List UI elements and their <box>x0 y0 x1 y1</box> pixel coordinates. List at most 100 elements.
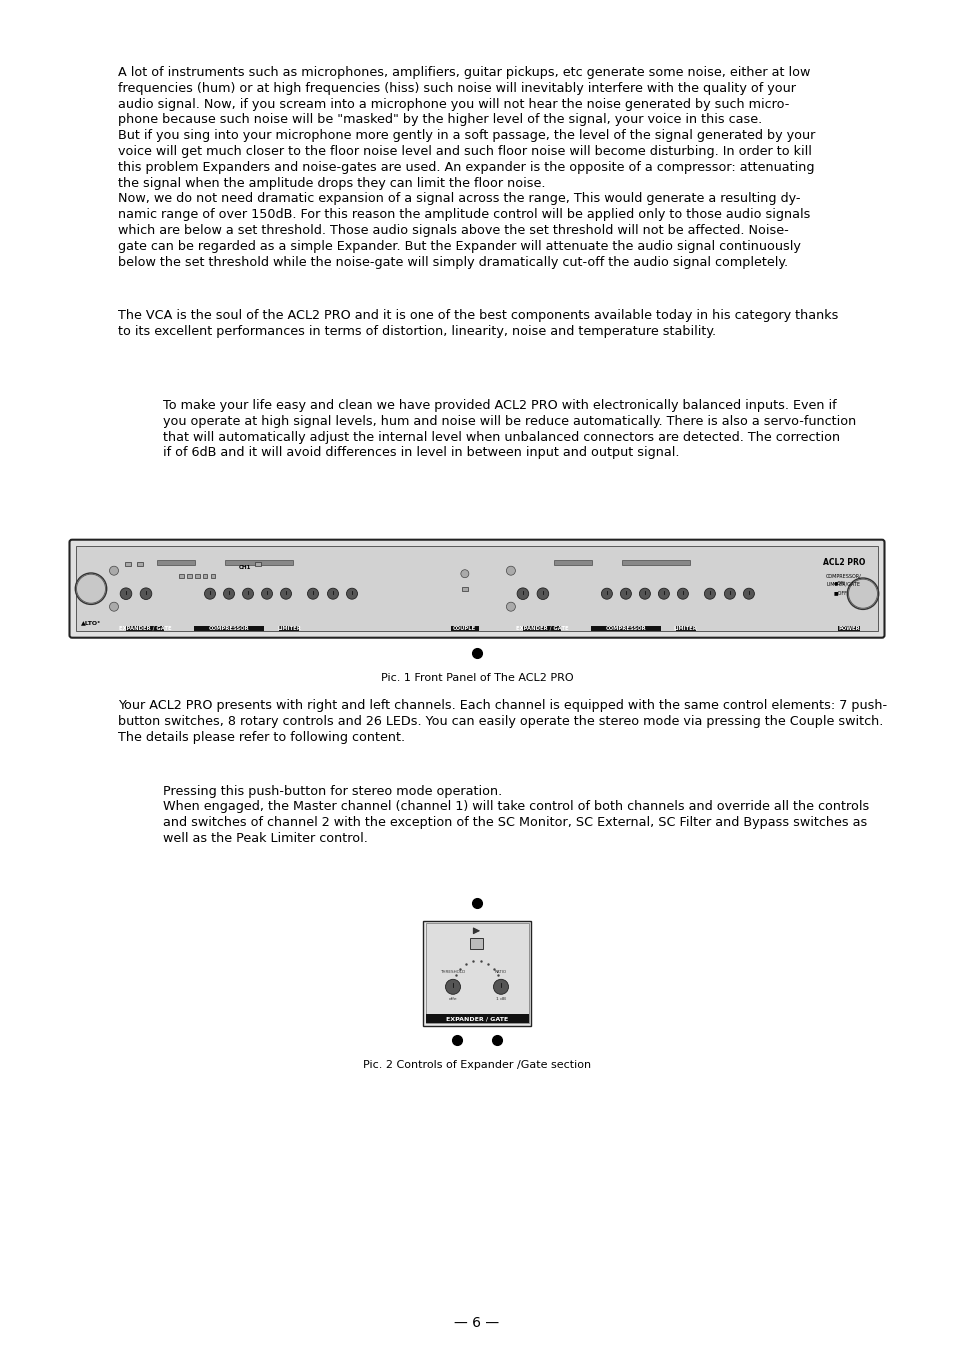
Circle shape <box>517 588 528 600</box>
Bar <box>425 923 528 1023</box>
Bar <box>621 561 689 565</box>
Text: ▲LTO°: ▲LTO° <box>81 620 101 626</box>
Circle shape <box>703 588 715 600</box>
Circle shape <box>658 588 669 600</box>
Text: — 6 —: — 6 — <box>454 1316 499 1329</box>
Circle shape <box>140 588 152 600</box>
Text: COUPLE: COUPLE <box>453 626 476 631</box>
Bar <box>461 586 467 590</box>
Text: CH1: CH1 <box>238 565 251 570</box>
Bar <box>425 1013 528 1023</box>
Text: Pressing this push-button for stereo mode operation.: Pressing this push-button for stereo mod… <box>163 785 501 797</box>
Circle shape <box>677 588 688 600</box>
Bar <box>422 921 531 1025</box>
Text: Now, we do not need dramatic expansion of a signal across the range, This would : Now, we do not need dramatic expansion o… <box>118 192 800 205</box>
Text: phone because such noise will be "masked" by the higher level of the signal, you: phone because such noise will be "masked… <box>118 113 761 127</box>
Bar <box>470 938 483 948</box>
Circle shape <box>506 603 515 611</box>
Text: When engaged, the Master channel (channel 1) will take control of both channels : When engaged, the Master channel (channe… <box>163 800 868 813</box>
Text: which are below a set threshold. Those audio signals above the set threshold wil: which are below a set threshold. Those a… <box>118 224 788 236</box>
Text: COMPRESSOR: COMPRESSOR <box>209 626 249 631</box>
Text: you operate at high signal levels, hum and noise will be reduce automatically. T: you operate at high signal levels, hum a… <box>163 415 856 428</box>
Circle shape <box>619 588 631 600</box>
Text: To make your life easy and clean we have provided ACL2 PRO with electronically b: To make your life easy and clean we have… <box>163 399 836 412</box>
Text: namic range of over 150dB. For this reason the amplitude control will be applied: namic range of over 150dB. For this reas… <box>118 208 809 222</box>
Text: button switches, 8 rotary controls and 26 LEDs. You can easily operate the stere: button switches, 8 rotary controls and 2… <box>118 715 882 728</box>
Text: well as the Peak Limiter control.: well as the Peak Limiter control. <box>163 832 368 844</box>
Text: ACL2 PRO: ACL2 PRO <box>821 558 864 566</box>
Circle shape <box>110 566 118 576</box>
Circle shape <box>506 566 515 576</box>
Text: EXPANDER / GATE: EXPANDER / GATE <box>118 626 172 631</box>
Bar <box>125 562 131 566</box>
Bar <box>590 626 660 631</box>
Text: EXPANDER / GATE: EXPANDER / GATE <box>515 626 568 631</box>
Text: Pic. 1 Front Panel of The ACL2 PRO: Pic. 1 Front Panel of The ACL2 PRO <box>380 673 573 684</box>
Circle shape <box>460 570 468 578</box>
Circle shape <box>723 588 735 600</box>
Bar <box>76 546 877 631</box>
Bar <box>193 626 264 631</box>
Text: 1 dB: 1 dB <box>496 997 505 1001</box>
Text: Your ACL2 PRO presents with right and left channels. Each channel is equipped wi: Your ACL2 PRO presents with right and le… <box>118 700 886 712</box>
Text: voice will get much closer to the floor noise level and such floor noise will be: voice will get much closer to the floor … <box>118 145 811 158</box>
Text: But if you sing into your microphone more gently in a soft passage, the level of: But if you sing into your microphone mor… <box>118 130 815 142</box>
Circle shape <box>242 588 253 600</box>
Text: THRESHOLD: THRESHOLD <box>440 970 465 974</box>
Text: and switches of channel 2 with the exception of the SC Monitor, SC External, SC : and switches of channel 2 with the excep… <box>163 816 866 830</box>
Circle shape <box>600 588 612 600</box>
Circle shape <box>846 578 878 609</box>
Text: COMPRESSOR: COMPRESSOR <box>605 626 645 631</box>
Text: POWER: POWER <box>838 626 859 631</box>
Bar <box>254 562 261 566</box>
Circle shape <box>261 588 273 600</box>
Circle shape <box>223 588 234 600</box>
Circle shape <box>110 603 118 611</box>
Text: The VCA is the soul of the ACL2 PRO and it is one of the best components availab: The VCA is the soul of the ACL2 PRO and … <box>118 309 838 323</box>
Bar <box>278 626 298 631</box>
Text: offe: offe <box>448 997 456 1001</box>
Circle shape <box>346 588 357 600</box>
Text: COMPRESSOR/: COMPRESSOR/ <box>825 574 861 578</box>
Text: the signal when the amplitude drops they can limit the floor noise.: the signal when the amplitude drops they… <box>118 177 545 189</box>
Bar <box>554 561 591 565</box>
Text: LIMITER: LIMITER <box>276 626 300 631</box>
Circle shape <box>307 588 318 600</box>
Bar <box>178 574 183 578</box>
Circle shape <box>204 588 215 600</box>
Circle shape <box>742 588 754 600</box>
Text: ■OFF: ■OFF <box>833 590 847 596</box>
Text: RATIO: RATIO <box>495 970 507 974</box>
Bar <box>837 626 859 631</box>
Circle shape <box>639 588 650 600</box>
Circle shape <box>493 979 508 994</box>
Circle shape <box>537 588 548 600</box>
FancyBboxPatch shape <box>70 539 883 638</box>
Text: below the set threshold while the noise-gate will simply dramatically cut-off th: below the set threshold while the noise-… <box>118 255 787 269</box>
Circle shape <box>280 588 292 600</box>
Bar <box>675 626 695 631</box>
Circle shape <box>76 574 106 603</box>
Text: A lot of instruments such as microphones, amplifiers, guitar pickups, etc genera: A lot of instruments such as microphones… <box>118 66 809 78</box>
Text: this problem Expanders and noise-gates are used. An expander is the opposite of : this problem Expanders and noise-gates a… <box>118 161 814 174</box>
Bar <box>126 626 164 631</box>
Bar <box>157 561 194 565</box>
Bar <box>225 561 293 565</box>
Text: LIMITER/GATE: LIMITER/GATE <box>826 582 861 586</box>
Text: frequencies (hum) or at high frequencies (hiss) such noise will inevitably inter: frequencies (hum) or at high frequencies… <box>118 82 795 95</box>
Circle shape <box>327 588 338 600</box>
Text: LIMITER: LIMITER <box>673 626 697 631</box>
Bar <box>522 626 560 631</box>
Bar <box>211 574 215 578</box>
Text: to its excellent performances in terms of distortion, linearity, noise and tempe: to its excellent performances in terms o… <box>118 326 716 338</box>
Text: Pic. 2 Controls of Expander /Gate section: Pic. 2 Controls of Expander /Gate sectio… <box>362 1059 591 1070</box>
Circle shape <box>120 588 132 600</box>
Circle shape <box>445 979 460 994</box>
Text: audio signal. Now, if you scream into a microphone you will not hear the noise g: audio signal. Now, if you scream into a … <box>118 97 788 111</box>
Bar <box>194 574 199 578</box>
Circle shape <box>75 573 107 604</box>
Text: The details please refer to following content.: The details please refer to following co… <box>118 731 405 744</box>
Bar <box>451 626 478 631</box>
Bar <box>137 562 143 566</box>
Text: gate can be regarded as a simple Expander. But the Expander will attenuate the a: gate can be regarded as a simple Expande… <box>118 239 800 253</box>
